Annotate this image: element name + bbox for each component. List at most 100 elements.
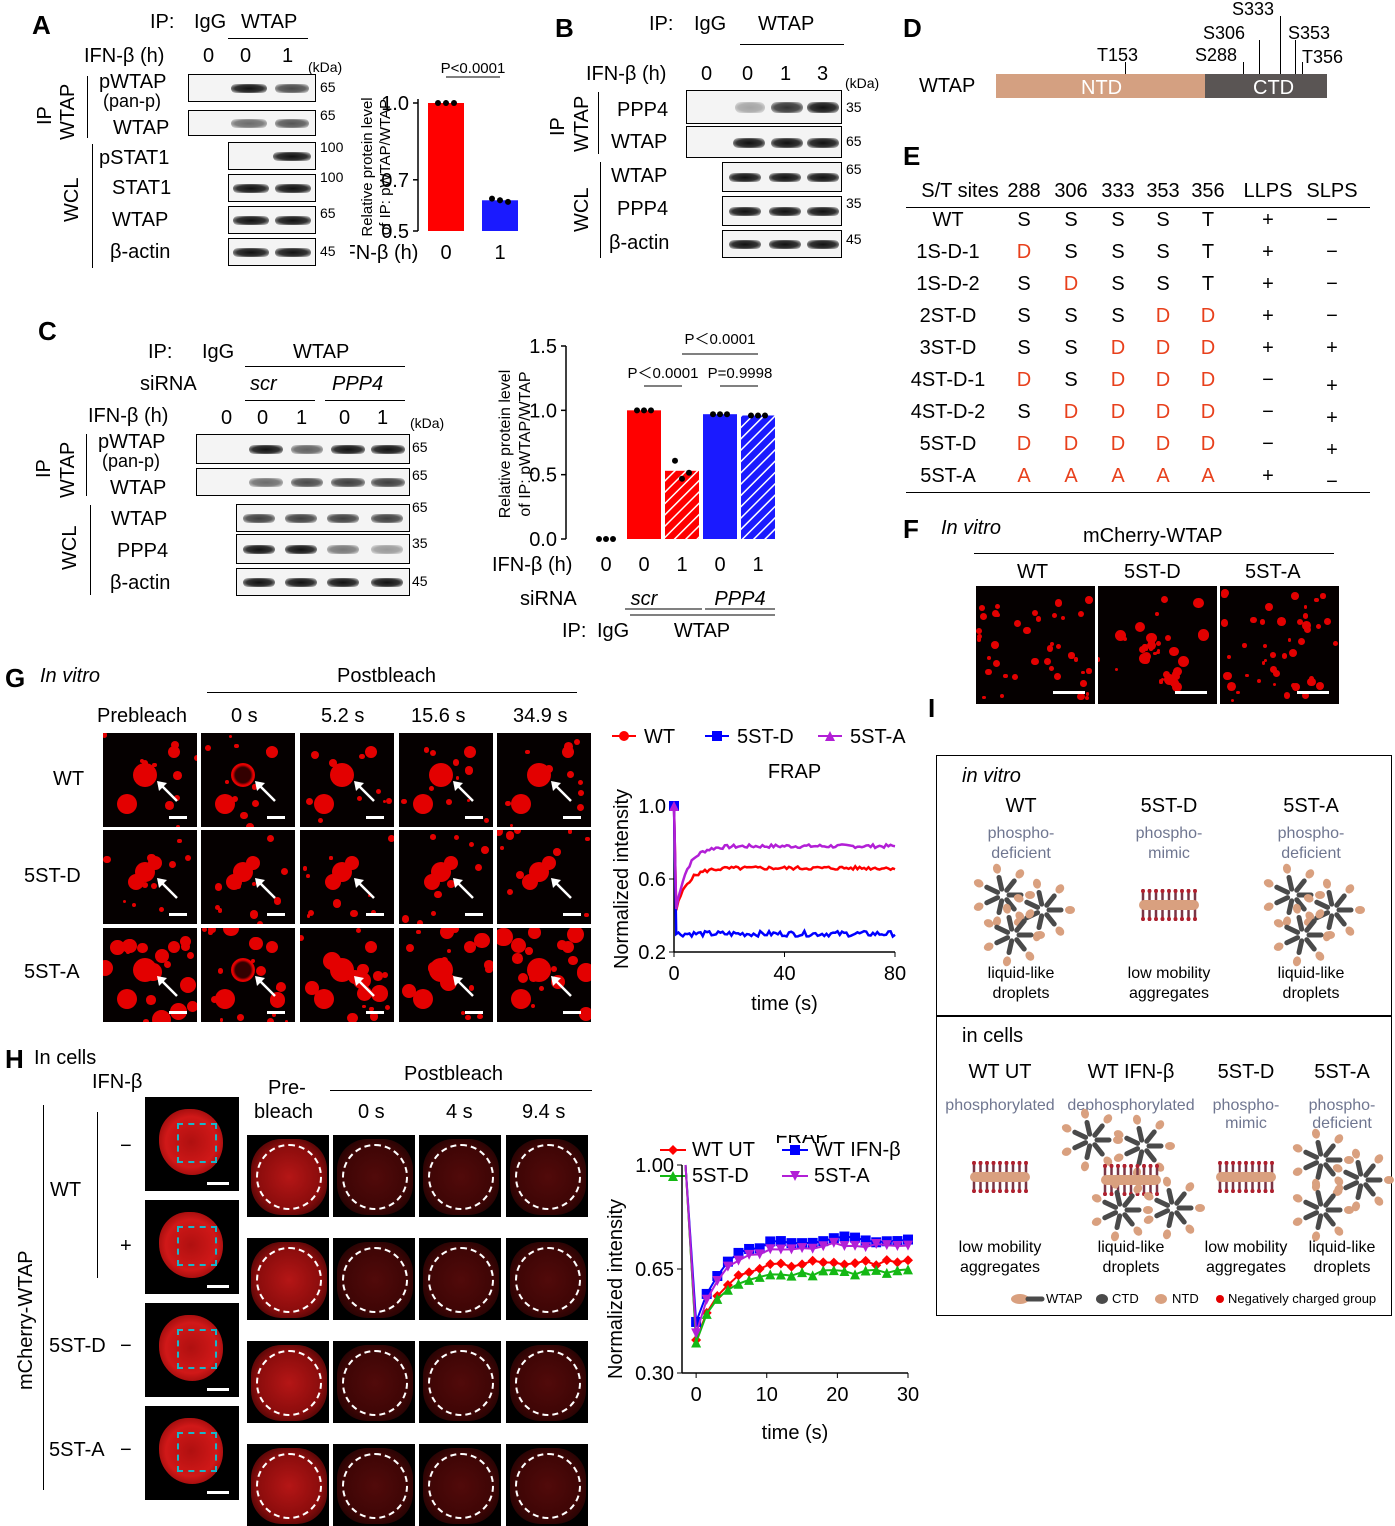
row-label: β-actin [110,241,171,263]
table-cell: A [1111,465,1125,487]
table-cell: D [1016,433,1032,455]
arrow-shaft [357,881,375,899]
droplet [510,938,526,954]
arrow-icon [354,976,375,997]
arrow-head [551,781,561,791]
arrow-head [157,878,167,888]
droplet [1114,629,1127,642]
droplet [430,749,437,756]
ntd-segment [1065,906,1075,914]
data-point [765,1244,776,1255]
droplet [539,986,545,992]
bleach-circle [428,1453,494,1519]
table-cell: S [1064,241,1078,263]
droplet [344,855,359,870]
droplet [568,955,578,966]
ntd-segment [1345,884,1355,894]
data-point [668,1145,678,1155]
data-point [603,536,609,542]
data-point [818,1241,829,1252]
ctd-segment [1304,937,1317,952]
droplet [179,976,197,994]
droplet [497,928,513,947]
data-point [641,407,647,414]
series-line [684,1164,909,1334]
charge-dot [1103,1164,1107,1168]
scale-bar [1297,691,1329,694]
y-label-line: of IP: pWTAP/WTAP [517,371,534,516]
schematic-state: low mobility [1127,965,1211,982]
time-label: 1 [296,407,308,429]
ctd-segment [1124,1146,1141,1157]
ctd-segment [1136,1125,1145,1143]
droplet [485,966,493,974]
wtap-vertical: WTAP [57,441,79,498]
droplet [556,940,567,951]
ctd-segment [1304,918,1317,933]
ntd-segment [1133,1226,1143,1236]
droplet [512,952,523,964]
micrograph-5st-d [1098,586,1217,704]
col-label: 34.9 s [513,705,568,727]
schematic-title: 5ST-D [1217,1061,1275,1083]
roi-box [177,1329,217,1369]
droplet [152,1009,172,1022]
droplet [116,988,137,1009]
ntd-segment [1374,1196,1384,1206]
ctd-segment [1323,1162,1336,1177]
scale-bar [563,1011,581,1014]
x-tick-label: 0 [600,554,611,576]
droplet-icon [1292,1178,1354,1242]
roi-box [177,1226,217,1266]
droplet [1315,623,1321,629]
site-label: T356 [1302,47,1344,67]
ntd-segment [1091,1217,1102,1226]
y-tick-label: 0.5 [529,465,557,487]
droplet [1084,695,1089,700]
kda-marker: 35 [412,535,428,551]
data-point [754,1249,765,1260]
droplet [577,779,584,786]
series-line [672,805,896,911]
data-point [850,1258,861,1269]
data-point [903,1240,913,1251]
charge-dot [1250,1161,1255,1165]
droplet [359,754,365,760]
droplet [382,971,389,978]
frap-frame [419,1341,501,1423]
droplet [217,968,224,974]
arrow-head [551,878,561,888]
y-tick-label: 0.5 [381,221,409,243]
blot-wtap [196,468,410,496]
droplet [1320,593,1326,599]
arrow-head [255,976,265,986]
data-point [850,1232,861,1243]
ctd-segment [1166,1211,1175,1229]
droplet [447,948,452,954]
scale-bar [169,816,187,819]
droplet [367,893,372,898]
droplet [204,744,211,751]
data-point [435,100,441,106]
ntd-segment [1013,894,1024,903]
droplet [158,906,164,912]
droplet [443,855,458,870]
sirna-label: siRNA [140,373,197,395]
droplet [147,853,157,863]
droplet [1156,648,1161,653]
data-point [903,1264,913,1275]
table-cell: S [1064,305,1078,327]
ntd-segment [970,1172,1030,1182]
bracket-line [325,400,405,401]
col-label: 4 s [446,1101,473,1123]
droplet [276,982,287,993]
ntd-segment [1025,891,1035,899]
droplet [141,882,148,888]
droplet [1264,659,1268,663]
table-cell: A [1201,465,1215,487]
data-point [786,1238,797,1249]
data-point [596,536,602,542]
time-label: 3 [817,63,829,85]
col-label: Pre- [268,1077,306,1099]
time-label: 0 [339,407,351,429]
